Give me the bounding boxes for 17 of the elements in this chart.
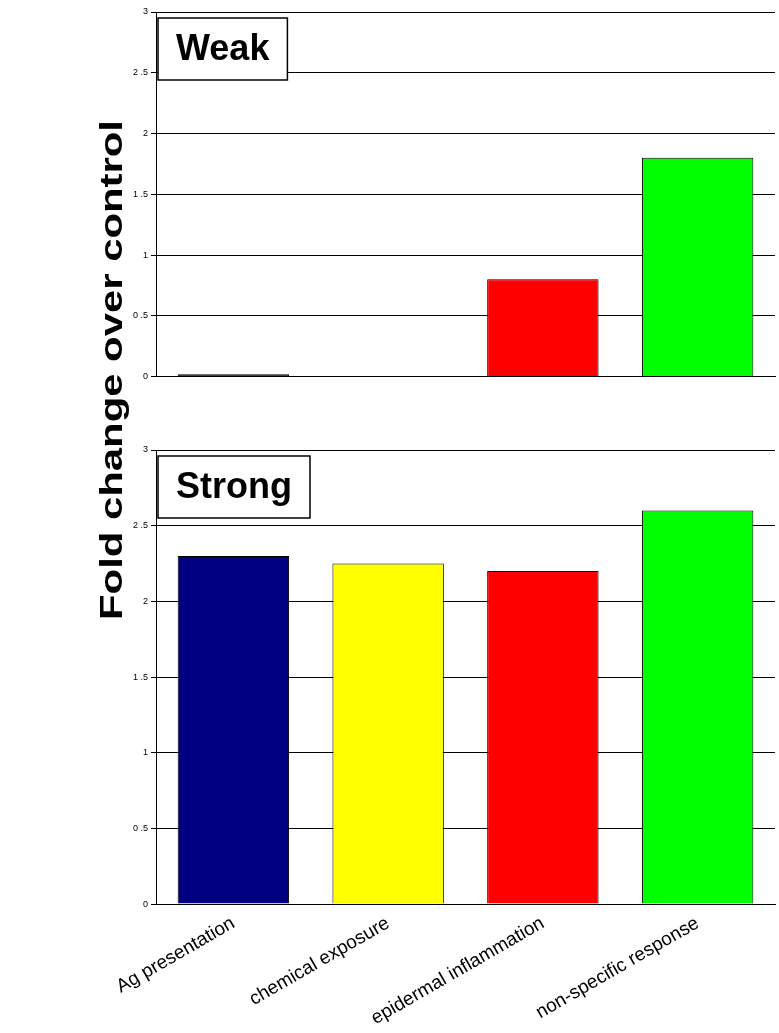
y-tick-label: 0 .5	[133, 310, 149, 321]
y-tick-label: 1	[143, 747, 149, 758]
y-tick-label: 3	[143, 444, 149, 455]
y-tick-label: 1	[143, 249, 149, 260]
y-tick-label: 0	[143, 371, 149, 382]
y-tick-label: 1 .5	[133, 671, 149, 682]
y-tick-label: 3	[143, 6, 149, 17]
chart-title: Weak	[176, 26, 271, 68]
y-axis-title: Fold change over control	[94, 120, 130, 620]
y-tick-label: 0	[143, 898, 149, 909]
y-tick-label: 2	[143, 128, 149, 139]
y-tick-label: 2 .5	[133, 67, 149, 78]
y-tick-label: 2 .5	[133, 520, 149, 531]
y-tick-label: 0 .5	[133, 822, 149, 833]
y-tick-label: 1 .5	[133, 188, 149, 199]
chart-title: Strong	[176, 464, 292, 506]
y-tick-label: 2	[143, 595, 149, 606]
